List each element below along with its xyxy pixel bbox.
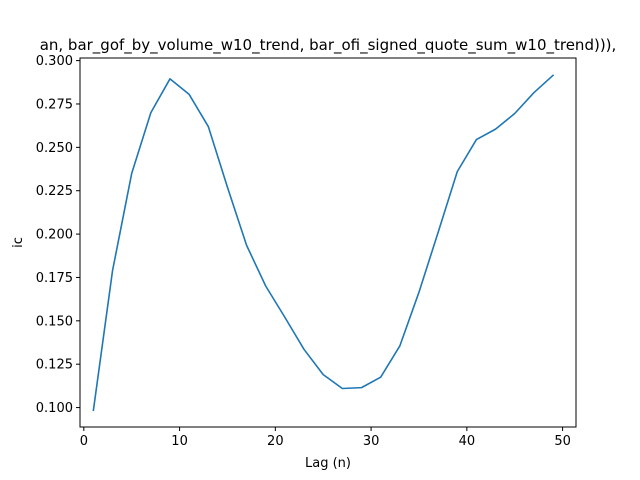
x-tick-label: 40 <box>459 434 476 449</box>
axes-frame <box>79 57 577 428</box>
y-axis-ticks: 0.100 0.125 0.150 0.175 0.200 0.225 0.250 0.275… <box>36 54 80 416</box>
y-tick-label: 0.175 <box>36 271 73 286</box>
y-tick-label: 0.200 <box>36 228 73 243</box>
y-tick-label: 0.100 <box>36 401 73 416</box>
x-tick-label: 20 <box>267 434 284 449</box>
y-tick-label: 0.225 <box>36 184 73 199</box>
y-tick-label: 0.150 <box>36 314 73 329</box>
y-tick-label: 0.250 <box>36 141 73 156</box>
y-tick-label: 0.300 <box>36 54 73 69</box>
x-tick-label: 30 <box>363 434 380 449</box>
x-tick-label: 0 <box>80 434 88 449</box>
y-tick-label: 0.125 <box>36 358 73 373</box>
plot-area <box>92 74 555 412</box>
y-tick-label: 0.275 <box>36 97 73 112</box>
chart-title: an, bar_gof_by_volume_w10_trend, bar_ofi… <box>40 36 617 55</box>
x-tick-label: 50 <box>554 434 571 449</box>
x-axis-label: Lag (n) <box>305 456 351 471</box>
x-axis-ticks: 0 10 20 30 40 50 <box>80 427 571 449</box>
y-axis-label: ic <box>11 237 26 248</box>
series-line <box>92 74 555 412</box>
x-tick-label: 10 <box>171 434 188 449</box>
